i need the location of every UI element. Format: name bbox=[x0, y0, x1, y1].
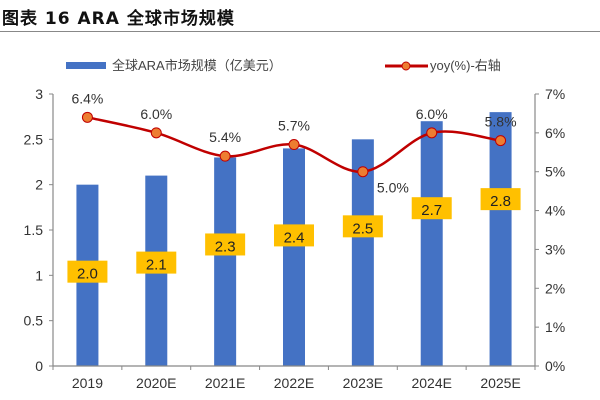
yoy-data-label: 5.0% bbox=[377, 180, 409, 196]
right-tick-label: 5% bbox=[545, 164, 565, 180]
yoy-data-label: 6.0% bbox=[416, 106, 448, 122]
bar-data-label: 2.5 bbox=[352, 220, 373, 237]
bar-2023E bbox=[351, 139, 374, 366]
yoy-marker-2025E bbox=[495, 135, 507, 147]
bar-label-bg bbox=[205, 233, 246, 256]
yoy-data-label: 5.7% bbox=[278, 118, 310, 134]
legend-bar-swatch bbox=[66, 62, 106, 69]
left-tick-label: 3 bbox=[35, 86, 43, 102]
right-tick-label: 0% bbox=[545, 358, 565, 374]
yoy-data-label: 5.8% bbox=[485, 114, 517, 130]
bar-label-bg bbox=[342, 215, 383, 238]
legend-bar-label: 全球ARA市场规模（亿美元） bbox=[112, 58, 282, 73]
yoy-marker-2019 bbox=[81, 111, 93, 123]
bar-2025E bbox=[489, 112, 512, 366]
bar-data-label: 2.3 bbox=[215, 238, 236, 255]
bar-label-bg bbox=[274, 224, 314, 247]
bar-2021E bbox=[214, 157, 237, 366]
yoy-marker-2022E bbox=[288, 139, 300, 151]
bar-2022E bbox=[283, 148, 305, 366]
yoy-data-label: 5.4% bbox=[209, 129, 241, 145]
yoy-marker-2020E bbox=[150, 127, 162, 139]
bar-label-bg bbox=[67, 260, 108, 283]
chart-title: 图表 16 ARA 全球市场规模 bbox=[2, 9, 235, 29]
left-tick-label: 0 bbox=[35, 358, 43, 374]
right-tick-label: 1% bbox=[545, 319, 565, 335]
right-tick-label: 3% bbox=[545, 241, 565, 257]
right-tick-label: 7% bbox=[545, 86, 565, 102]
right-tick-label: 4% bbox=[545, 203, 565, 219]
left-tick-label: 0.5 bbox=[24, 313, 44, 329]
x-tick-label: 2025E bbox=[480, 375, 520, 391]
bar-2024E bbox=[420, 121, 443, 366]
x-tick-label: 2024E bbox=[411, 375, 451, 391]
left-tick-label: 1.5 bbox=[24, 222, 44, 238]
bar-label-bg bbox=[136, 251, 177, 274]
bar-data-label: 2.7 bbox=[421, 202, 442, 219]
x-tick-label: 2023E bbox=[343, 375, 383, 391]
bar-label-bg bbox=[411, 197, 452, 220]
bar-data-label: 2.8 bbox=[490, 193, 511, 210]
yoy-marker-2023E bbox=[357, 166, 369, 178]
right-tick-label: 2% bbox=[545, 280, 565, 296]
yoy-marker-2024E bbox=[426, 127, 438, 139]
x-tick-label: 2022E bbox=[274, 375, 314, 391]
yoy-data-label: 6.4% bbox=[71, 90, 103, 106]
yoy-data-label: 6.0% bbox=[140, 106, 172, 122]
x-tick-label: 2020E bbox=[136, 375, 176, 391]
x-tick-label: 2019 bbox=[72, 375, 103, 391]
left-tick-label: 1 bbox=[35, 267, 43, 283]
bar-data-label: 2.1 bbox=[146, 257, 167, 274]
left-tick-label: 2.5 bbox=[24, 131, 44, 147]
legend-line-label: yoy(%)-右轴 bbox=[430, 58, 501, 73]
right-tick-label: 6% bbox=[545, 125, 565, 141]
x-tick-label: 2021E bbox=[205, 375, 245, 391]
bar-data-label: 2.0 bbox=[77, 266, 98, 283]
bar-data-label: 2.4 bbox=[284, 229, 305, 246]
yoy-marker-2021E bbox=[219, 150, 231, 162]
legend-line-marker bbox=[401, 61, 411, 71]
left-tick-label: 2 bbox=[35, 177, 43, 193]
title-divider bbox=[0, 31, 600, 32]
bar-label-bg bbox=[480, 188, 521, 211]
